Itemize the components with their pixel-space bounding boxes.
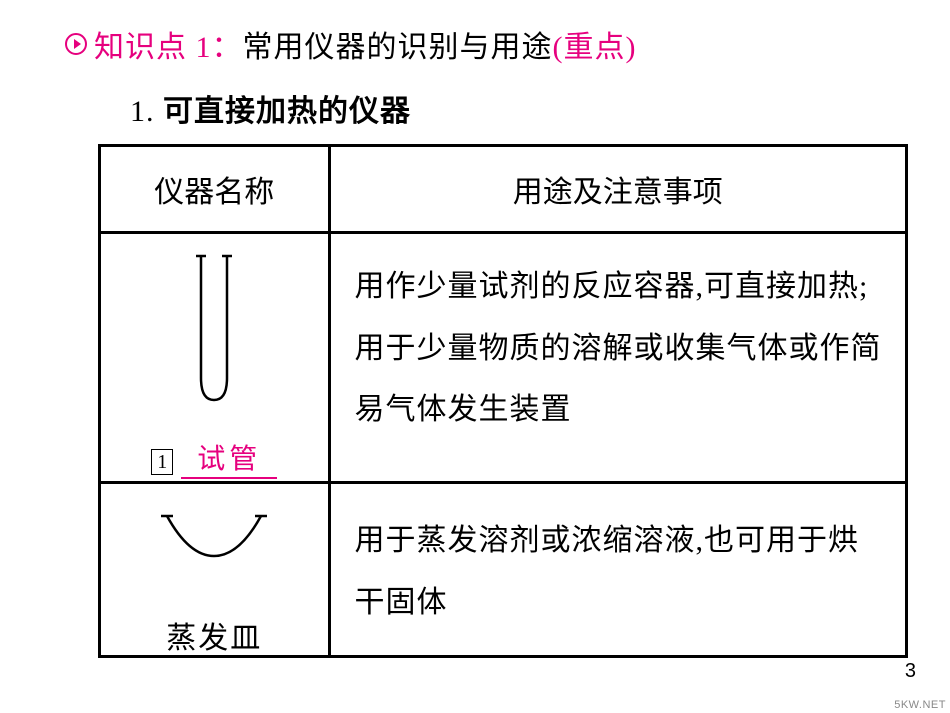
instrument-label: 蒸发皿 — [101, 613, 328, 657]
box-number: 1 — [151, 449, 173, 475]
subtitle-number: 1. — [130, 95, 155, 128]
table-header-row: 仪器名称 用途及注意事项 — [100, 146, 907, 233]
instrument-label: 试管 — [181, 444, 277, 479]
header-line: 知识点 1：常用仪器的识别与用途(重点) — [64, 22, 900, 66]
usage-text: 用于蒸发溶剂或浓缩溶液,也可用于烘干固体 — [331, 484, 906, 655]
page-number: 3 — [905, 660, 916, 683]
instrument-cell-test-tube: 1 试管 — [101, 248, 328, 495]
table-row: 1 试管 用作少量试剂的反应容器,可直接加热;用于少量物质的溶解或收集气体或作简易… — [100, 233, 907, 483]
content-table: 仪器名称 用途及注意事项 1试管 用作少量试剂的反应容器,可直接加热;用于 — [98, 144, 908, 658]
test-tube-icon — [179, 248, 249, 418]
header-note-close: ) — [626, 31, 637, 64]
table-row: 蒸发皿 用于蒸发溶剂或浓缩溶液,也可用于烘干固体 — [100, 483, 907, 657]
instrument-cell-evap-dish: 蒸发皿 — [101, 504, 328, 675]
header-note-open: ( — [553, 31, 564, 64]
play-bullet-icon — [64, 32, 88, 56]
col-header-2: 用途及注意事项 — [331, 147, 906, 231]
usage-text: 用作少量试剂的反应容器,可直接加热;用于少量物质的溶解或收集气体或作简易气体发生… — [331, 234, 906, 463]
subtitle-text: 可直接加热的仪器 — [163, 95, 411, 128]
subtitle: 1. 可直接加热的仪器 — [130, 86, 900, 130]
instrument-label-wrap: 1 试管 — [101, 437, 328, 477]
watermark: 5KW.NET — [894, 699, 946, 711]
header-title-main: 常用仪器的识别与用途 — [243, 31, 553, 64]
col-header-1: 仪器名称 — [101, 147, 328, 231]
header-text: 知识点 1：常用仪器的识别与用途(重点) — [94, 22, 637, 66]
header-note: 重点 — [564, 31, 626, 64]
header-prefix: 知识点 1： — [94, 31, 243, 64]
evaporating-dish-icon — [149, 504, 279, 564]
